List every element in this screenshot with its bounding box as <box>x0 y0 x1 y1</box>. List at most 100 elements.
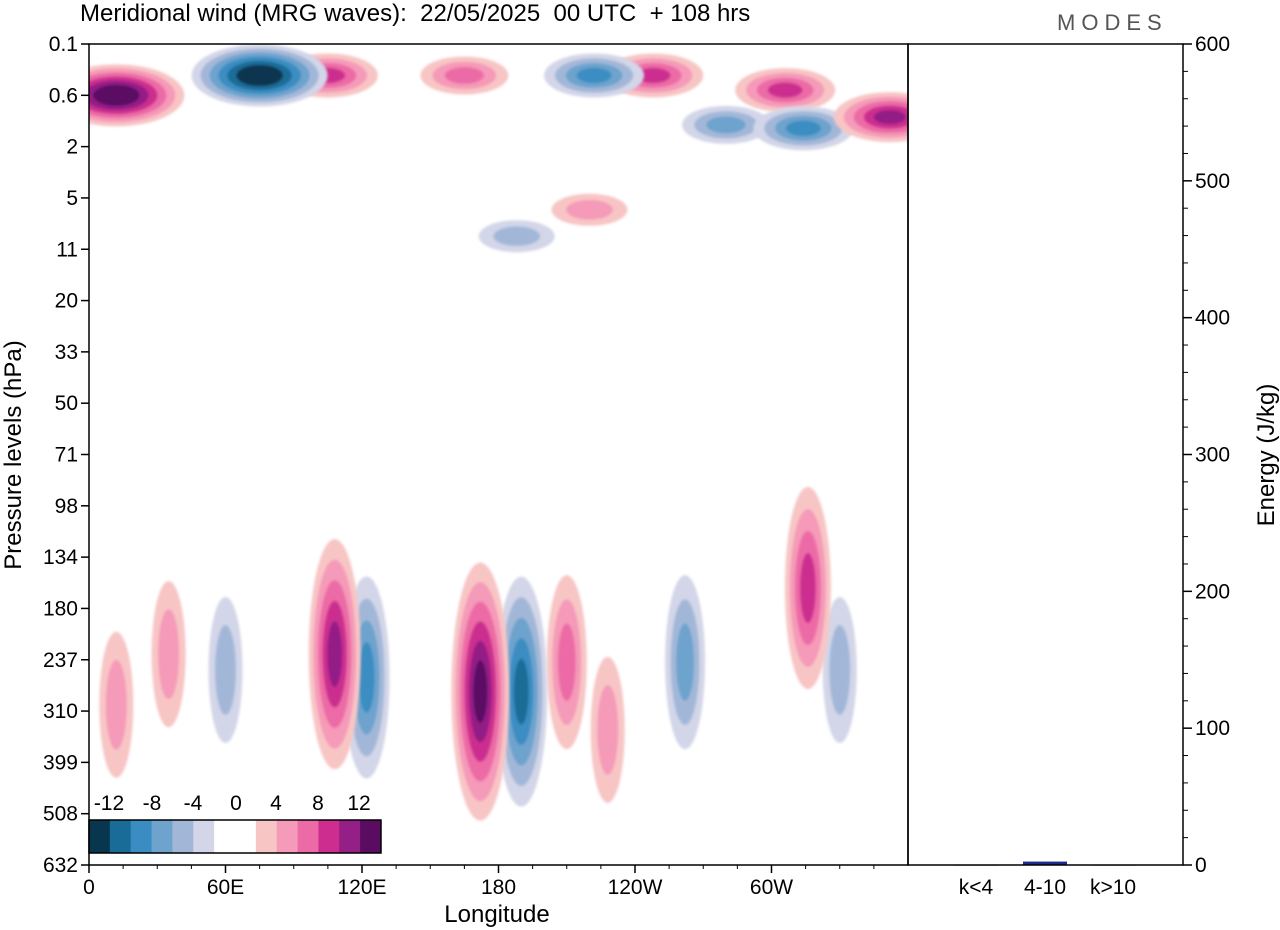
x-tick-label: 60W <box>750 876 793 899</box>
colorbar-swatch <box>172 820 194 853</box>
energy-tick-label: 200 <box>1195 580 1230 603</box>
contour-level <box>676 623 694 701</box>
energy-tick-label: 600 <box>1195 33 1230 56</box>
x-tick-label: 0 <box>83 876 95 899</box>
wind-anomaly-0 <box>151 581 186 728</box>
wind-anomaly-2 <box>478 220 555 253</box>
contour-field <box>89 44 908 821</box>
y-tick-label: 2 <box>66 136 78 159</box>
colorbar-swatch <box>109 820 132 853</box>
y-tick-label: 20 <box>55 290 78 313</box>
y-tick-label: 632 <box>43 854 78 877</box>
x-axis-label: Longitude <box>444 901 549 928</box>
contour-level <box>799 552 816 624</box>
colorbar-swatch <box>360 820 382 853</box>
contour-level <box>327 621 343 688</box>
energy-category-label: k<4 <box>959 876 994 899</box>
wind-anomaly-20 <box>308 539 361 770</box>
colorbar: -12 -8 -4 0 4 8 12 <box>88 792 382 854</box>
colorbar-swatch <box>235 820 257 853</box>
x-tick-label: 60E <box>207 876 244 899</box>
wind-anomaly-10 <box>665 575 706 750</box>
wind-anomaly-7 <box>546 575 587 750</box>
wind-anomaly-21 <box>451 562 510 821</box>
contour-level <box>245 68 274 82</box>
wind-anomaly-4 <box>590 656 625 803</box>
y-tick-label: 50 <box>55 392 78 415</box>
y-axis-label: Pressure levels (hPa) <box>0 340 27 569</box>
contour-level <box>785 120 821 136</box>
y-tick-label: 237 <box>43 649 78 672</box>
energy-tick-label: 500 <box>1195 170 1230 193</box>
colorbar-label: 0 <box>230 792 242 815</box>
contour-level <box>358 642 375 713</box>
contour-level <box>493 226 541 246</box>
contour-level <box>557 623 576 701</box>
y-tick-label: 98 <box>55 495 78 518</box>
energy-tick-label: 100 <box>1195 717 1230 740</box>
wind-anomaly-22 <box>89 64 185 127</box>
energy-bars: k<4 4-10 k>10 <box>954 861 1136 899</box>
energy-tick-label: 0 <box>1195 854 1207 877</box>
wind-anomaly-5 <box>822 596 857 743</box>
colorbar-label: 12 <box>347 792 370 815</box>
energy-axis-label: Energy (J/kg) <box>1253 384 1280 527</box>
x-tick-label: 120E <box>337 876 386 899</box>
energy-bar-4-10 <box>1023 861 1067 865</box>
wind-anomaly-19 <box>495 576 548 807</box>
contour-level <box>215 625 236 715</box>
contour-level <box>473 660 488 723</box>
energy-tick-label: 300 <box>1195 444 1230 467</box>
y-tick-label: 180 <box>43 597 78 620</box>
colorbar-swatch <box>255 820 278 853</box>
chart-title: Meridional wind (MRG waves): 22/05/2025 … <box>80 0 751 27</box>
colorbar-swatch <box>297 820 319 853</box>
wind-anomaly-9 <box>682 105 770 144</box>
y-tick-label: 71 <box>55 444 78 467</box>
y-tick-label: 11 <box>56 238 78 261</box>
wind-anomaly-15 <box>735 68 836 113</box>
colorbar-label: -8 <box>143 792 162 815</box>
contour-level <box>829 625 851 715</box>
modes-logo: MODES <box>1057 10 1168 35</box>
colorbar-label: 4 <box>270 792 282 815</box>
colorbar-swatch <box>151 820 173 853</box>
colorbar-swatch <box>193 820 215 853</box>
wind-anomaly-23 <box>191 44 328 107</box>
y-tick-label: 399 <box>43 751 78 774</box>
colorbar-swatch <box>318 820 340 853</box>
x-tick-label: 120W <box>608 876 663 899</box>
longitude-axis: 0 60E 120E 180 120W 60W Longitude <box>83 865 875 928</box>
colorbar-swatch <box>276 820 299 853</box>
y-tick-label: 508 <box>43 803 78 826</box>
contour-level <box>566 200 613 220</box>
colorbar-swatch <box>214 820 236 853</box>
wind-anomaly-16 <box>753 106 854 151</box>
wind-anomaly-1 <box>99 631 134 778</box>
wind-anomaly-18 <box>833 92 908 143</box>
colorbar-swatch <box>339 820 361 853</box>
wind-anomaly-17 <box>784 486 831 689</box>
wind-anomaly-8 <box>420 56 509 95</box>
contour-level <box>767 82 803 98</box>
contour-level <box>873 109 906 125</box>
colorbar-label: -4 <box>184 792 203 815</box>
contour-level <box>576 67 612 84</box>
energy-axis: 0 100 200 300 400 500 600 Energy (J/kg) <box>1183 33 1280 877</box>
pressure-axis: 0.1 0.6 2 5 11 20 33 50 71 98 134 180 237 310 399 508 63… <box>0 33 89 877</box>
y-tick-label: 5 <box>66 187 78 210</box>
colorbar-swatch <box>89 820 111 853</box>
energy-panel-frame <box>907 43 1184 866</box>
contour-level <box>444 67 484 84</box>
wind-anomaly-14 <box>544 53 645 98</box>
wind-anomaly-3 <box>551 193 628 226</box>
colorbar-swatch <box>130 820 153 853</box>
x-tick-label: 180 <box>481 876 516 899</box>
colorbar-label: -12 <box>94 792 124 815</box>
wind-anomaly-6 <box>208 596 243 743</box>
contour-level <box>597 684 619 775</box>
contour-level <box>513 658 529 725</box>
energy-category-label: k>10 <box>1090 876 1136 899</box>
contour-level <box>706 116 746 134</box>
